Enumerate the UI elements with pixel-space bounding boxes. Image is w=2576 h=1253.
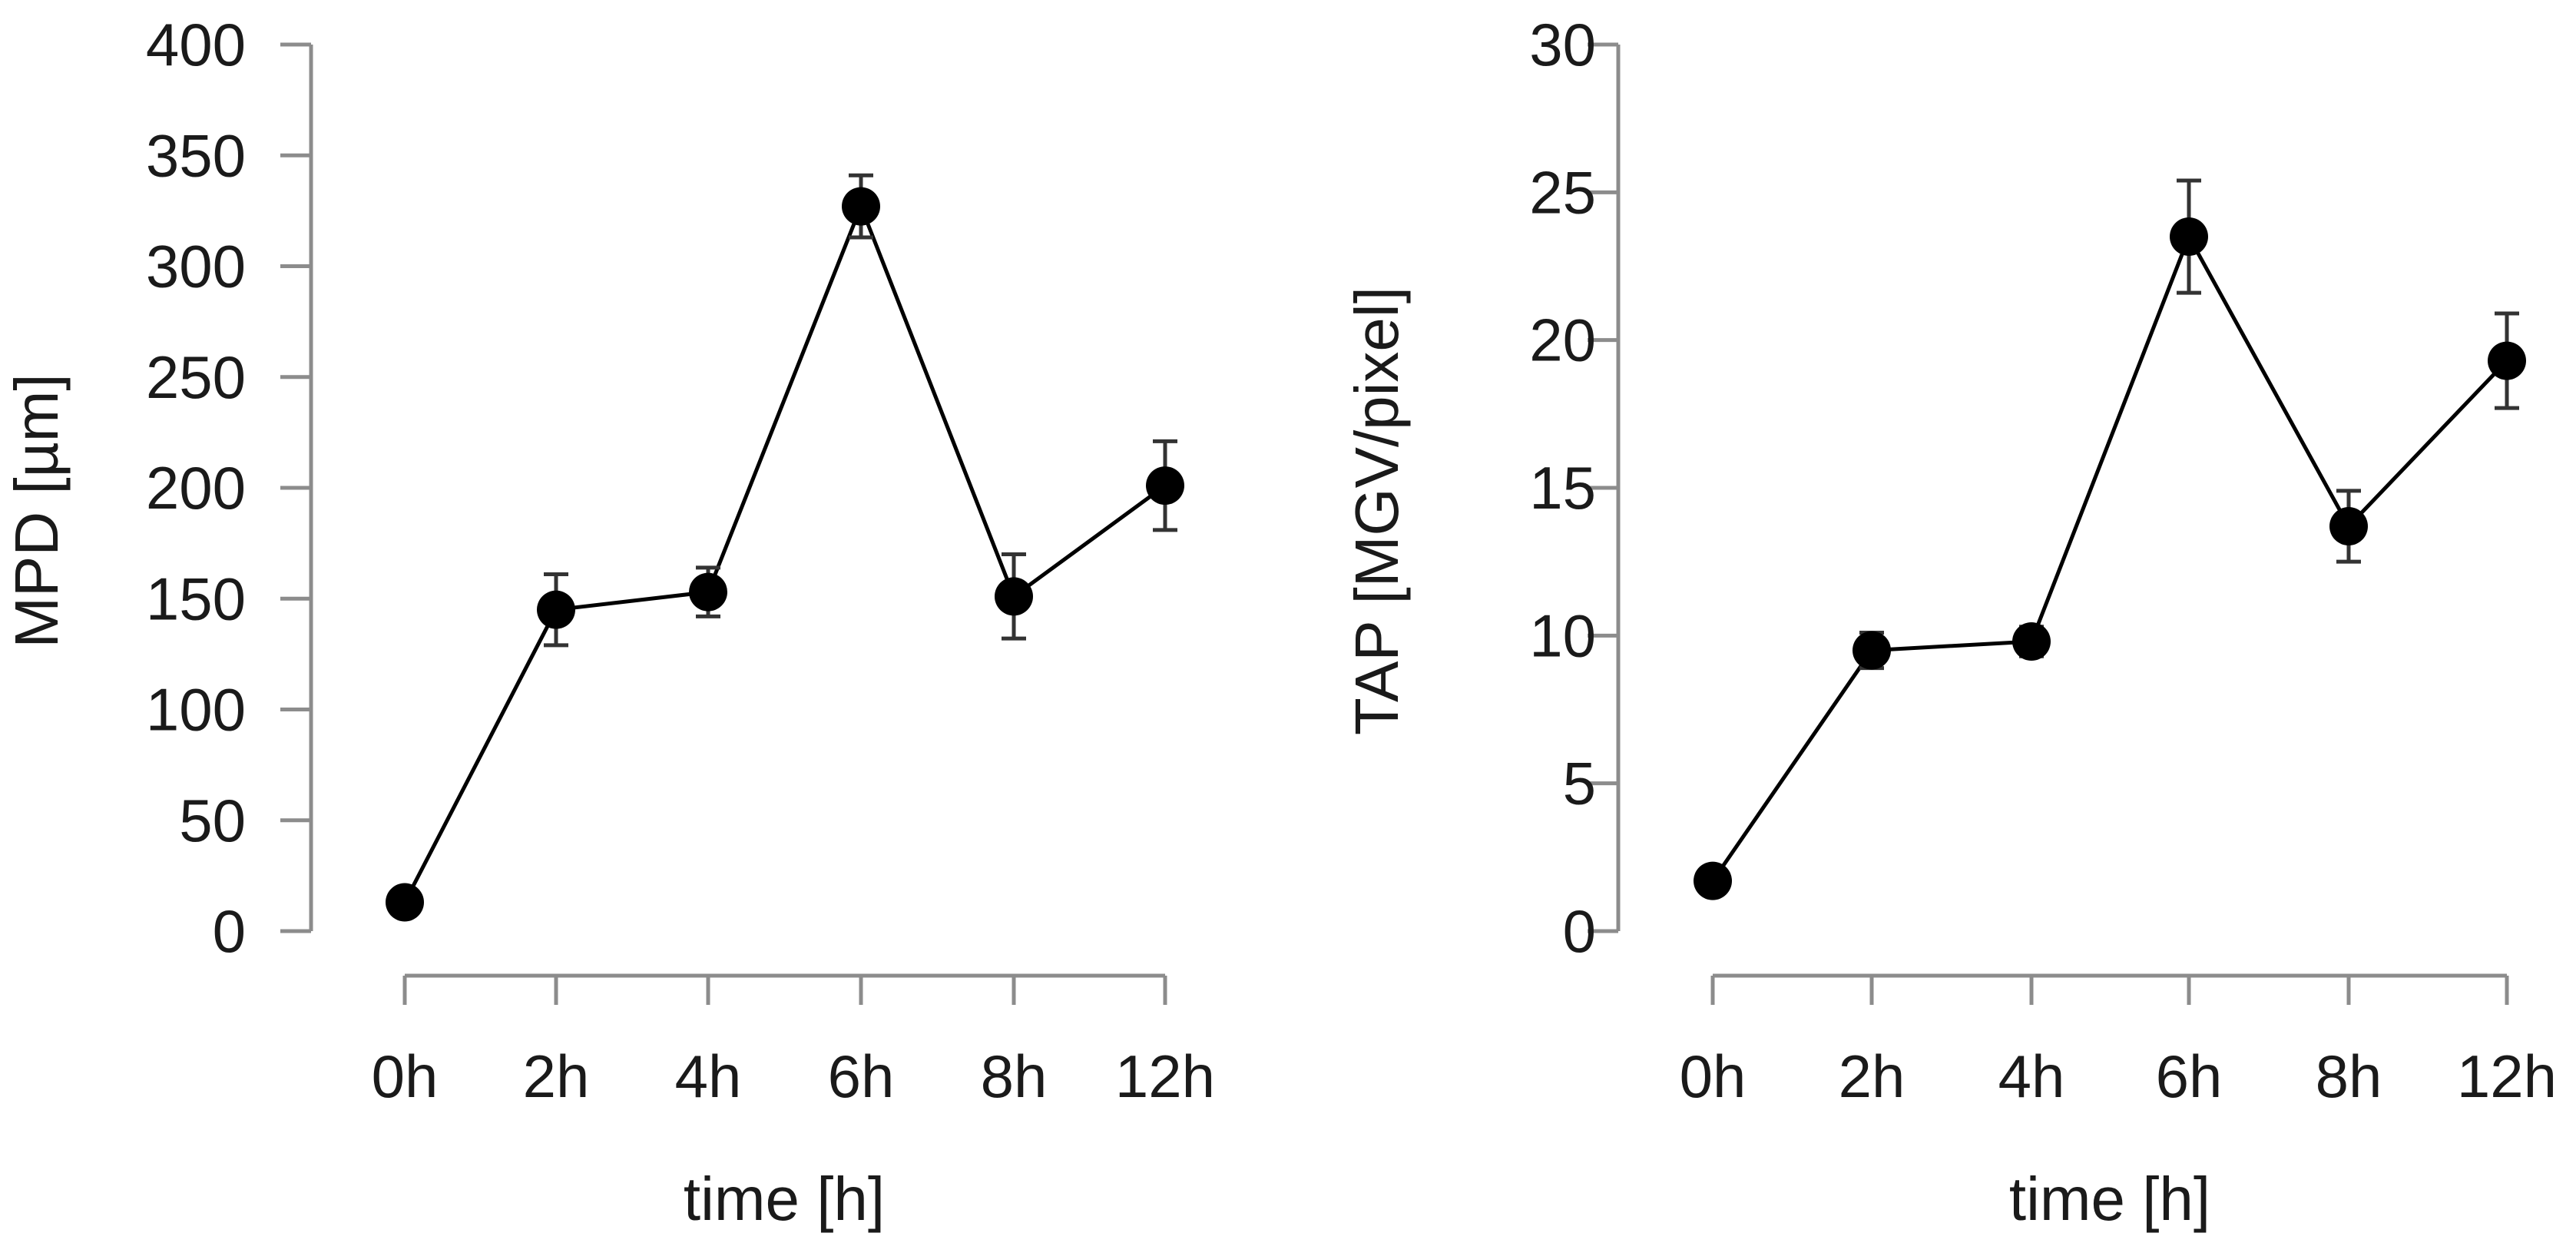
x-tick-label: 12h <box>2457 1043 2557 1110</box>
data-point <box>1853 631 1891 670</box>
y-tick-label: 0 <box>213 897 246 965</box>
data-point <box>2329 507 2368 546</box>
x-tick-label: 12h <box>1115 1043 1215 1110</box>
data-point <box>2488 341 2526 380</box>
x-axis-title: time [h] <box>2009 1165 2210 1233</box>
data-point <box>537 590 575 629</box>
y-tick-label: 50 <box>179 787 246 854</box>
y-tick-label: 20 <box>1529 307 1596 374</box>
series-line <box>402 204 1167 903</box>
x-tick-label: 2h <box>1839 1043 1906 1110</box>
y-tick-label: 15 <box>1529 454 1596 522</box>
y-tick-label: 0 <box>1563 897 1596 965</box>
data-point <box>2170 217 2208 257</box>
x-tick-label: 6h <box>2156 1043 2223 1110</box>
x-tick-label: 6h <box>828 1043 895 1110</box>
x-tick-label: 0h <box>1680 1043 1747 1110</box>
chart-tap: 0 5 10 15 20 25 30 0h 2h 4h 6h 8h 12h time [h] TAP [MG… <box>1343 11 2557 1233</box>
x-tick-label: 4h <box>1998 1043 2065 1110</box>
x-tick-label: 8h <box>981 1043 1048 1110</box>
y-axis-title: MPD [µm] <box>2 373 71 648</box>
y-tick-label: 250 <box>146 343 246 411</box>
y-tick-label: 5 <box>1563 750 1596 817</box>
data-point <box>386 883 424 922</box>
data-point <box>689 572 727 612</box>
y-tick-label: 10 <box>1529 602 1596 669</box>
y-tick-label: 400 <box>146 11 246 78</box>
y-tick-label: 150 <box>146 565 246 632</box>
series-line <box>1710 234 2508 883</box>
x-axis-title: time [h] <box>684 1165 885 1233</box>
y-tick-label: 350 <box>146 121 246 189</box>
y-tick-label: 30 <box>1529 11 1596 78</box>
data-point <box>1694 861 1732 900</box>
y-tick-label: 300 <box>146 233 246 300</box>
x-tick-label: 4h <box>675 1043 742 1110</box>
y-tick-label: 200 <box>146 454 246 522</box>
y-axis-title: TAP [MGV/pixel] <box>1343 287 1411 735</box>
x-tick-label: 0h <box>372 1043 439 1110</box>
y-tick-label: 25 <box>1529 158 1596 226</box>
data-point <box>842 187 880 226</box>
data-point <box>2012 622 2051 661</box>
data-point <box>1146 466 1184 506</box>
y-tick-label: 100 <box>146 676 246 744</box>
x-tick-label: 8h <box>2316 1043 2382 1110</box>
x-tick-label: 2h <box>523 1043 590 1110</box>
data-point <box>995 577 1033 616</box>
chart-mpd: 0 50 100 150 200 250 300 350 400 0h 2h 4h 6h 8h 12h tim… <box>2 11 1215 1233</box>
